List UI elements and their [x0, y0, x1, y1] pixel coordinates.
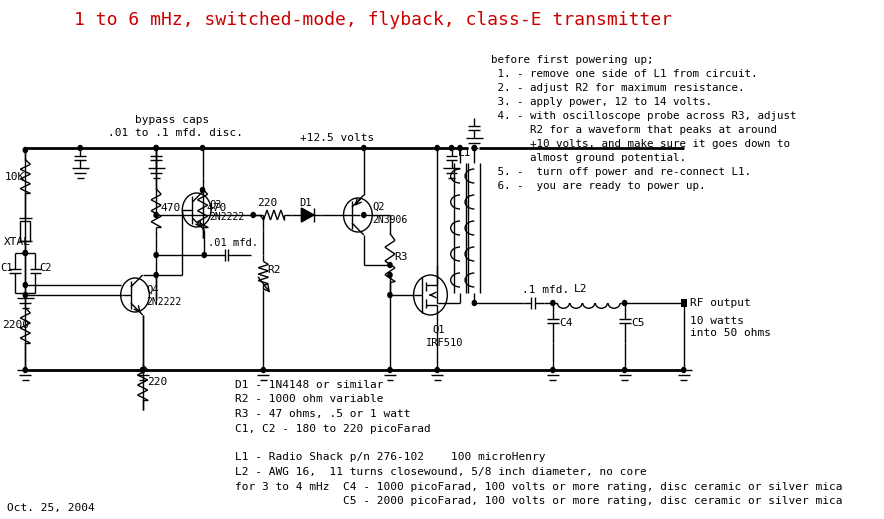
Circle shape: [23, 282, 27, 288]
Text: L2: L2: [574, 284, 588, 294]
Circle shape: [449, 145, 453, 151]
Circle shape: [435, 145, 439, 151]
Circle shape: [435, 367, 439, 373]
Circle shape: [154, 212, 158, 217]
Text: Q1: Q1: [432, 325, 445, 335]
Circle shape: [141, 367, 145, 373]
Bar: [682, 299, 687, 307]
Circle shape: [682, 367, 686, 373]
Circle shape: [202, 253, 206, 257]
Text: R2 for a waveform that peaks at around: R2 for a waveform that peaks at around: [492, 125, 777, 135]
Text: C1, C2 - 180 to 220 picoFarad: C1, C2 - 180 to 220 picoFarad: [234, 424, 431, 433]
Text: almost ground potential.: almost ground potential.: [492, 153, 686, 163]
Text: .1 mfd.: .1 mfd.: [522, 285, 569, 295]
Text: 4. - with oscilloscope probe across R3, adjust: 4. - with oscilloscope probe across R3, …: [492, 111, 796, 121]
Circle shape: [362, 145, 366, 151]
Circle shape: [23, 251, 27, 255]
Text: RF output: RF output: [690, 298, 751, 308]
Text: 10 watts: 10 watts: [690, 316, 744, 326]
Circle shape: [23, 367, 27, 373]
Circle shape: [388, 272, 392, 278]
Text: Q4: Q4: [146, 285, 158, 295]
Circle shape: [472, 145, 476, 151]
Text: 2N2222: 2N2222: [146, 297, 181, 307]
Circle shape: [154, 272, 158, 278]
Text: C1: C1: [0, 263, 12, 273]
Circle shape: [201, 187, 205, 193]
Text: R3: R3: [394, 252, 408, 262]
Text: bypass caps: bypass caps: [135, 115, 210, 125]
Text: C5: C5: [631, 318, 644, 328]
Circle shape: [362, 212, 366, 217]
Text: L1 - Radio Shack p/n 276-102    100 microHenry: L1 - Radio Shack p/n 276-102 100 microHe…: [234, 453, 545, 462]
Bar: [20, 221, 30, 240]
Text: 220: 220: [147, 377, 167, 387]
Circle shape: [154, 145, 158, 151]
Circle shape: [622, 301, 627, 306]
Text: R3 - 47 ohms, .5 or 1 watt: R3 - 47 ohms, .5 or 1 watt: [234, 409, 410, 419]
Circle shape: [472, 301, 476, 306]
Circle shape: [622, 367, 627, 373]
Circle shape: [388, 367, 392, 373]
Text: 220: 220: [257, 198, 278, 208]
Text: C2: C2: [39, 263, 51, 273]
Text: IRF510: IRF510: [426, 338, 464, 348]
Text: D1: D1: [299, 198, 311, 208]
Text: 2N2222: 2N2222: [210, 212, 245, 222]
Circle shape: [23, 251, 27, 255]
Circle shape: [23, 293, 27, 297]
Text: 5. -  turn off power and re-connect L1.: 5. - turn off power and re-connect L1.: [492, 167, 751, 177]
Polygon shape: [301, 208, 314, 222]
Circle shape: [551, 301, 555, 306]
Text: 3. - apply power, 12 to 14 volts.: 3. - apply power, 12 to 14 volts.: [492, 97, 713, 107]
Text: L1: L1: [458, 148, 472, 158]
Text: before first powering up;: before first powering up;: [492, 55, 654, 65]
Text: L2 - AWG 16,  11 turns closewound, 5/8 inch diameter, no core: L2 - AWG 16, 11 turns closewound, 5/8 in…: [234, 467, 646, 477]
Text: 2N3906: 2N3906: [372, 215, 408, 225]
Text: 2. - adjust R2 for maximum resistance.: 2. - adjust R2 for maximum resistance.: [492, 83, 744, 93]
Text: 6. -  you are ready to power up.: 6. - you are ready to power up.: [492, 181, 705, 191]
Text: for 3 to 4 mHz  C4 - 1000 picoFarad, 100 volts or more rating, disc ceramic or s: for 3 to 4 mHz C4 - 1000 picoFarad, 100 …: [234, 482, 842, 491]
Circle shape: [154, 145, 158, 151]
Text: Q3: Q3: [210, 200, 222, 210]
Circle shape: [262, 367, 265, 373]
Circle shape: [472, 145, 476, 151]
Circle shape: [388, 263, 392, 267]
Text: D1 - 1N4148 or similar: D1 - 1N4148 or similar: [234, 380, 383, 390]
Circle shape: [251, 212, 255, 217]
Text: .01 to .1 mfd. disc.: .01 to .1 mfd. disc.: [108, 128, 243, 138]
Text: 470: 470: [160, 203, 180, 213]
Circle shape: [201, 145, 205, 151]
Text: .01 mfd.: .01 mfd.: [209, 238, 258, 248]
Text: 1. - remove one side of L1 from circuit.: 1. - remove one side of L1 from circuit.: [492, 69, 758, 79]
Circle shape: [23, 147, 27, 153]
Text: R2 - 1000 ohm variable: R2 - 1000 ohm variable: [234, 394, 383, 404]
Circle shape: [78, 145, 82, 151]
Text: Oct. 25, 2004: Oct. 25, 2004: [7, 503, 95, 513]
Circle shape: [458, 145, 462, 151]
Text: R2: R2: [268, 265, 281, 275]
Text: Q2: Q2: [372, 202, 385, 212]
Text: 1 to 6 mHz, switched-mode, flyback, class-E transmitter: 1 to 6 mHz, switched-mode, flyback, clas…: [74, 11, 672, 29]
Text: C4: C4: [560, 318, 573, 328]
Text: C5 - 2000 picoFarad, 100 volts or more rating, disc ceramic or silver mica: C5 - 2000 picoFarad, 100 volts or more r…: [234, 496, 842, 506]
Text: +10 volts, and make sure it goes down to: +10 volts, and make sure it goes down to: [492, 139, 790, 149]
Text: XTAL: XTAL: [4, 237, 31, 247]
Text: +12.5 volts: +12.5 volts: [300, 133, 374, 143]
Circle shape: [388, 293, 392, 297]
Circle shape: [551, 367, 555, 373]
Text: 470: 470: [207, 203, 227, 213]
Text: 2200: 2200: [3, 320, 29, 330]
Circle shape: [154, 253, 158, 257]
Text: 10K: 10K: [4, 172, 25, 182]
Circle shape: [141, 367, 145, 373]
Text: into 50 ohms: into 50 ohms: [690, 328, 772, 338]
